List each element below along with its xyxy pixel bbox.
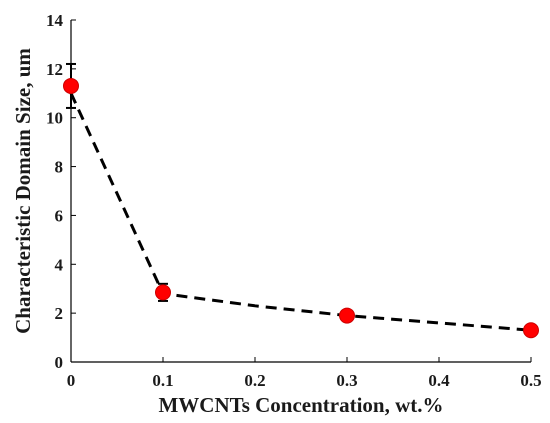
y-tick-label: 14 [46,11,64,30]
x-tick-label: 0.2 [244,371,265,390]
data-point [63,77,79,94]
x-tick-label: 0.4 [428,371,450,390]
fit-curve [69,92,532,332]
data-point [523,322,539,339]
y-tick-label: 2 [55,304,64,323]
y-tick-label: 8 [55,158,64,177]
y-tick-label: 10 [46,109,63,128]
x-tick-label: 0.1 [152,371,173,390]
data-point [155,284,171,301]
data-point [339,307,355,324]
x-tick-label: 0.3 [336,371,357,390]
x-axis-title: MWCNTs Concentration, wt.% [158,393,443,417]
y-ticks: 0 2 4 6 8 10 12 14 [46,11,76,372]
y-axis-title: Characteristic Domain Size, um [11,48,35,334]
data-points [63,77,539,339]
fit-curve-group [69,92,532,332]
y-tick-label: 0 [55,353,64,372]
x-tick-label: 0.5 [520,371,541,390]
x-tick-label: 0 [67,371,76,390]
error-bars [66,62,536,334]
y-tick-label: 12 [46,60,63,79]
y-tick-label: 4 [55,255,64,274]
x-ticks: 0 0.1 0.2 0.3 0.4 0.5 [67,357,542,390]
axes [70,20,531,363]
y-tick-label: 6 [55,206,64,225]
